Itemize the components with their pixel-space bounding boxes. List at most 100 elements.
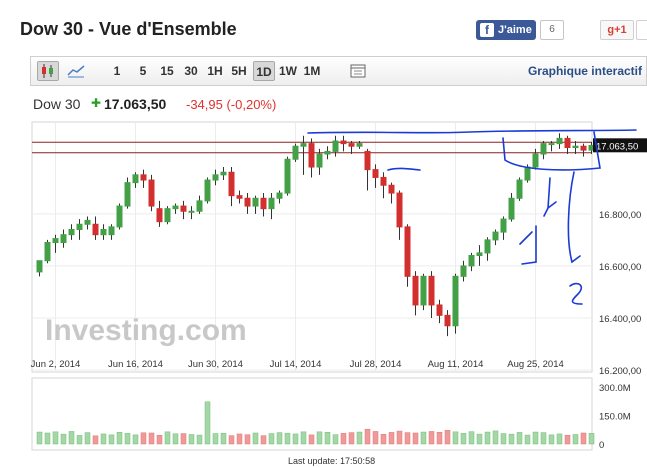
annotation-one bbox=[519, 225, 537, 265]
line-chart-icon[interactable] bbox=[65, 61, 87, 81]
candle bbox=[468, 252, 475, 272]
interactive-chart-link[interactable]: Graphique interactif bbox=[527, 64, 642, 78]
candle-body bbox=[84, 219, 91, 225]
candle-body bbox=[460, 265, 467, 277]
candle-body bbox=[284, 158, 291, 194]
candle-body bbox=[108, 226, 115, 236]
candle bbox=[108, 224, 115, 240]
candle-body bbox=[36, 260, 43, 273]
volume-bar bbox=[380, 434, 387, 445]
candle-body bbox=[500, 218, 507, 233]
candle-body bbox=[148, 179, 155, 207]
candle bbox=[180, 200, 187, 220]
volume-bar bbox=[212, 433, 219, 445]
period-1h[interactable]: 1H bbox=[207, 64, 223, 78]
candle bbox=[516, 177, 523, 201]
candle-body bbox=[452, 275, 459, 327]
candle-body bbox=[308, 143, 315, 168]
candle-body bbox=[516, 179, 523, 199]
volume-bar bbox=[588, 433, 595, 445]
volume-bar bbox=[252, 432, 259, 445]
volume-bar bbox=[492, 430, 499, 445]
volume-bar bbox=[284, 432, 291, 445]
volume-bar bbox=[68, 431, 75, 445]
volume-bar bbox=[228, 435, 235, 445]
candle bbox=[124, 177, 131, 209]
candle-body bbox=[444, 314, 451, 327]
candle bbox=[420, 273, 427, 311]
period-1w[interactable]: 1W bbox=[279, 64, 297, 78]
candle bbox=[76, 219, 83, 240]
candle-body bbox=[380, 176, 387, 186]
period-5[interactable]: 5 bbox=[139, 64, 147, 78]
candle-body bbox=[332, 140, 339, 152]
facebook-icon: f bbox=[480, 23, 494, 37]
time-tick-label: Jun 30, 2014 bbox=[188, 359, 243, 370]
candle bbox=[396, 190, 403, 240]
volume-bar bbox=[460, 433, 467, 445]
last-update: Last update: 17:50:58 bbox=[288, 456, 376, 466]
candle bbox=[348, 141, 355, 155]
google-plus-button[interactable]: g+1 bbox=[600, 20, 634, 40]
settings-icon[interactable] bbox=[347, 61, 369, 81]
period-5h[interactable]: 5H bbox=[231, 64, 247, 78]
volume-bar bbox=[436, 431, 443, 445]
candle-body bbox=[172, 205, 179, 210]
candle-body bbox=[364, 150, 371, 171]
candle-body bbox=[228, 171, 235, 197]
candle-body bbox=[316, 153, 323, 168]
period-1d[interactable]: 1D bbox=[253, 61, 275, 81]
period-1[interactable]: 1 bbox=[113, 64, 121, 78]
candle bbox=[500, 216, 507, 240]
candle bbox=[92, 216, 99, 240]
volume-plot-frame bbox=[31, 377, 593, 451]
change-indicator-icon: ✚ bbox=[91, 96, 102, 110]
candle bbox=[68, 224, 75, 240]
candle bbox=[556, 133, 563, 149]
candle bbox=[268, 193, 275, 220]
volume-bar bbox=[308, 434, 315, 445]
candle bbox=[484, 237, 491, 261]
candle-body bbox=[572, 145, 579, 149]
candle bbox=[364, 148, 371, 191]
volume-bar bbox=[180, 433, 187, 445]
volume-bar bbox=[484, 431, 491, 445]
volume-bar bbox=[500, 433, 507, 445]
candle-body bbox=[348, 143, 355, 147]
candle-body bbox=[412, 275, 419, 306]
candle bbox=[436, 299, 443, 324]
facebook-like-button[interactable]: f J'aime bbox=[476, 20, 536, 40]
period-1m[interactable]: 1M bbox=[303, 64, 321, 78]
candle-body bbox=[140, 174, 147, 181]
candle bbox=[260, 193, 267, 217]
candle bbox=[44, 239, 51, 264]
candle-body bbox=[76, 223, 83, 230]
annotation-two bbox=[569, 282, 583, 305]
candle-body bbox=[132, 174, 139, 184]
candle-body bbox=[268, 197, 275, 210]
volume-bar bbox=[188, 434, 195, 445]
volume-bar bbox=[260, 435, 267, 445]
candle-body bbox=[68, 228, 75, 236]
candle-body bbox=[300, 143, 307, 147]
candle-body bbox=[156, 208, 163, 223]
volume-bar bbox=[172, 433, 179, 445]
period-15[interactable]: 15 bbox=[160, 64, 174, 78]
candlestick-icon[interactable] bbox=[37, 61, 59, 81]
volume-bar bbox=[348, 432, 355, 445]
candle bbox=[572, 141, 579, 155]
candle bbox=[300, 135, 307, 175]
period-30[interactable]: 30 bbox=[184, 64, 198, 78]
volume-bar bbox=[244, 434, 251, 445]
candle bbox=[284, 156, 291, 196]
candle bbox=[316, 148, 323, 175]
volume-bar bbox=[324, 431, 331, 445]
candle-body bbox=[564, 137, 571, 149]
time-tick-label: Jun 2, 2014 bbox=[31, 359, 81, 370]
candle bbox=[156, 200, 163, 227]
chart-toolbar: 1 5 15 30 1H 5H 1D 1W 1M Graphique inter… bbox=[30, 56, 647, 86]
volume-bar bbox=[412, 432, 419, 445]
volume-bar bbox=[556, 433, 563, 445]
candle-body bbox=[292, 145, 299, 160]
volume-bar bbox=[148, 432, 155, 445]
